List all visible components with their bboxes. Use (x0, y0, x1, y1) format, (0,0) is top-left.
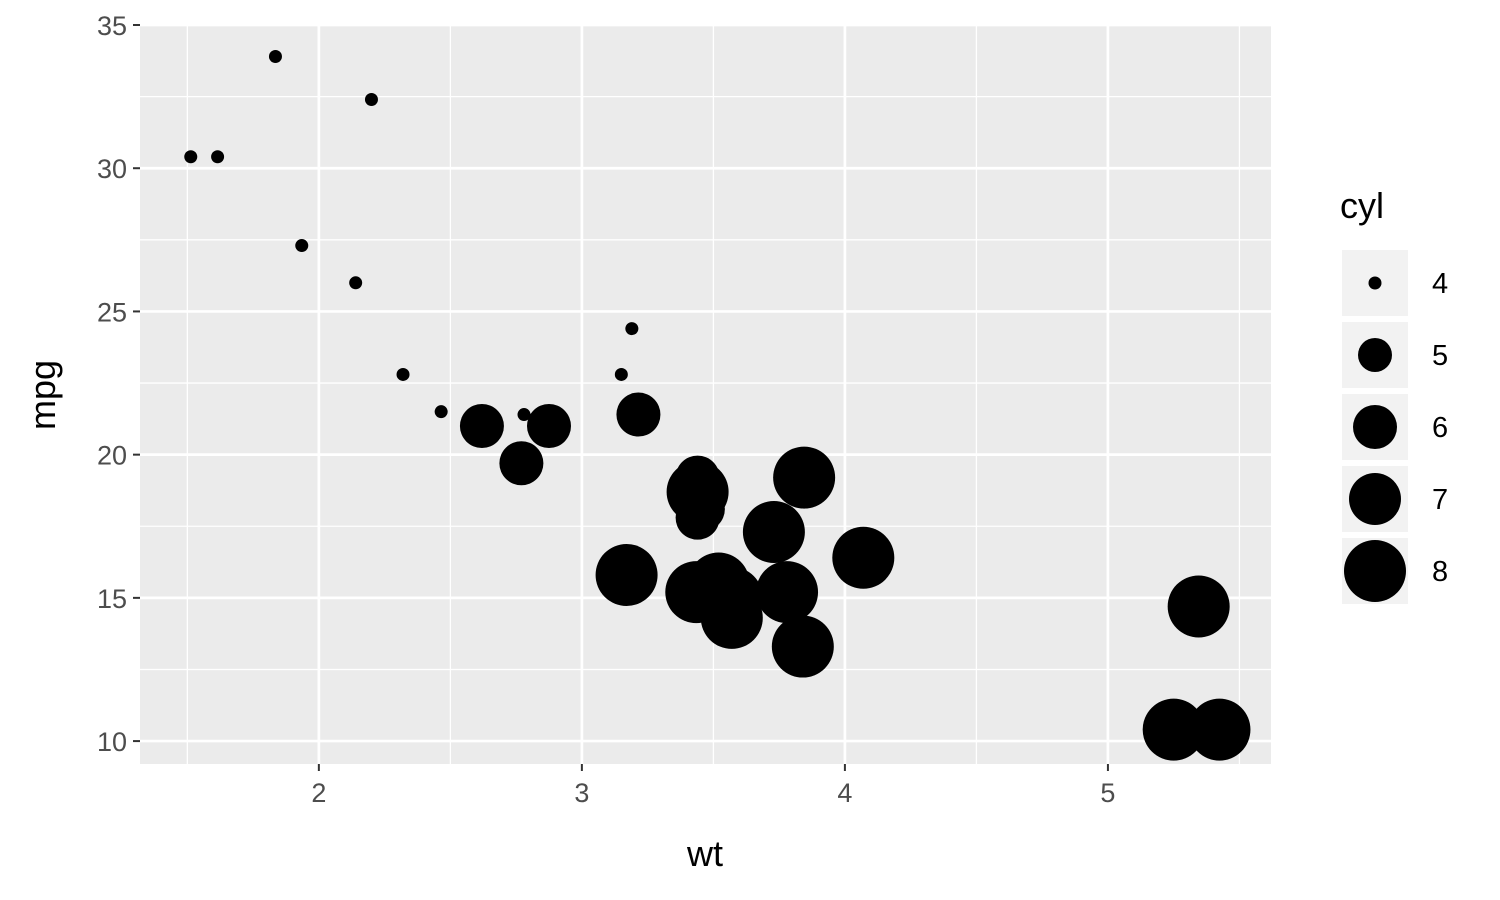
data-point (700, 566, 763, 629)
x-tick-label: 2 (311, 778, 326, 808)
x-axis-title: wt (686, 833, 723, 874)
x-tick-label: 4 (837, 778, 852, 808)
data-point (499, 441, 544, 486)
plot-panel (140, 25, 1271, 764)
legend-symbol-5 (1358, 338, 1392, 372)
legend-label-6: 6 (1432, 412, 1448, 444)
data-point (434, 405, 448, 419)
data-point (614, 367, 628, 381)
y-axis-title: mpg (22, 360, 63, 430)
data-point (756, 561, 819, 624)
legend-title: cyl (1340, 185, 1384, 226)
data-point (459, 404, 504, 449)
data-point (1188, 698, 1251, 761)
y-tick-label: 10 (97, 727, 127, 757)
data-point (268, 50, 282, 64)
data-point (625, 322, 639, 336)
x-tick-label: 3 (574, 778, 589, 808)
data-point (364, 92, 378, 106)
data-point (211, 150, 225, 164)
legend-label-4: 4 (1432, 268, 1448, 300)
data-point (742, 500, 805, 563)
major-grid (140, 23, 1271, 764)
y-tick-label: 35 (97, 11, 127, 41)
y-tick-label: 25 (97, 297, 127, 327)
legend-symbol-4 (1368, 276, 1382, 290)
y-tick-label: 20 (97, 441, 127, 471)
data-point (517, 408, 531, 422)
y-tick-label: 15 (97, 584, 127, 614)
legend-symbol-8 (1344, 540, 1406, 602)
data-point (349, 276, 363, 290)
data-point (1167, 575, 1230, 638)
x-axis: 2 3 4 5 (311, 764, 1115, 808)
data-point (1142, 698, 1205, 761)
data-point (773, 446, 836, 509)
data-point (184, 150, 198, 164)
data-point (771, 615, 834, 678)
legend-symbol-7 (1349, 473, 1401, 525)
data-point (396, 367, 410, 381)
data-point (295, 239, 309, 253)
data-point (832, 526, 895, 589)
x-tick-label: 5 (1100, 778, 1115, 808)
data-points (184, 50, 1251, 761)
legend-label-8: 8 (1432, 556, 1448, 588)
data-point (675, 455, 720, 500)
legend-label-7: 7 (1432, 484, 1448, 516)
minor-grid (140, 25, 1271, 764)
data-point (675, 495, 720, 540)
legend-label-5: 5 (1432, 340, 1448, 372)
data-point (527, 404, 572, 449)
legend-symbol-6 (1353, 405, 1397, 449)
legend: cyl 4 5 6 7 8 (1340, 185, 1448, 604)
y-axis: 10 15 20 25 30 35 (97, 11, 140, 757)
data-point (616, 392, 661, 437)
data-point (595, 543, 658, 606)
y-tick-label: 30 (97, 154, 127, 184)
